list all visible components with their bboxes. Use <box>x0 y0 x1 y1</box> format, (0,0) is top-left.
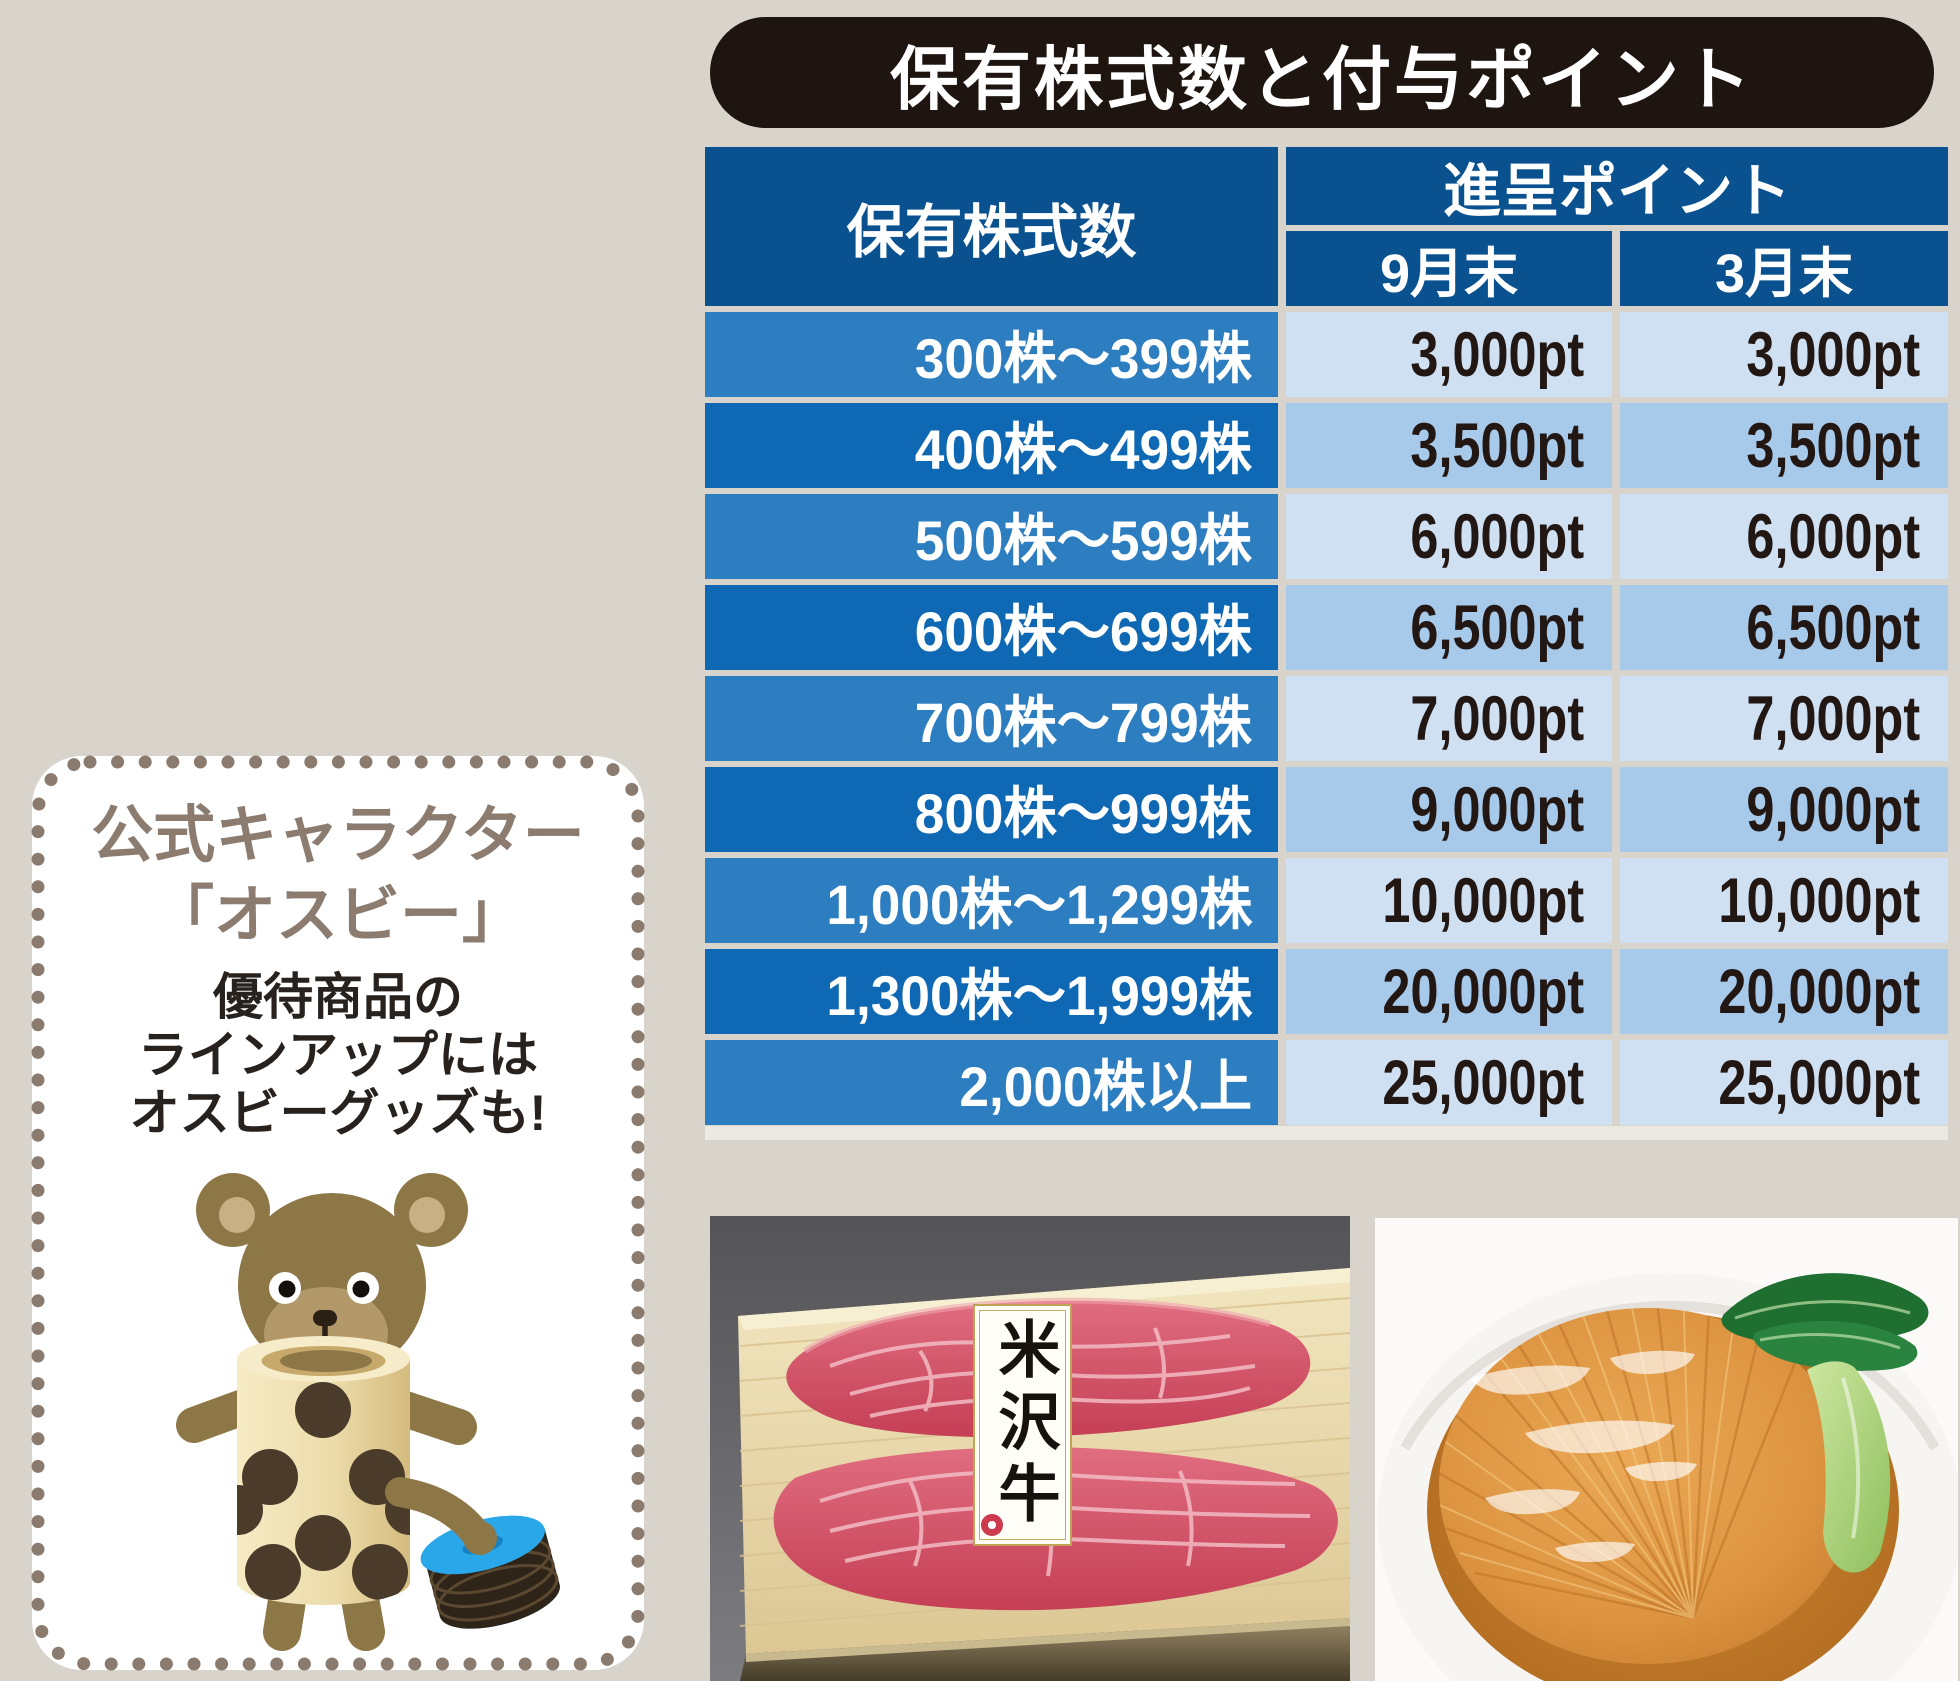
points-september-value: 6,500pt <box>1410 592 1584 663</box>
shares-range-text: 1,300株〜1,999株 <box>826 964 1252 1027</box>
points-march-cell: 20,000pt <box>1620 949 1948 1034</box>
header-end-of-march: 3月末 <box>1620 231 1948 306</box>
points-march-cell: 3,500pt <box>1620 403 1948 488</box>
points-september-cell: 6,500pt <box>1286 585 1612 670</box>
mascot-heading-line2: 「オスビー」 <box>151 880 524 950</box>
page-title: 保有株式数と付与ポイント <box>710 17 1934 128</box>
points-march-cell: 10,000pt <box>1620 858 1948 943</box>
points-march-value: 9,000pt <box>1746 774 1920 845</box>
points-march-cell: 3,000pt <box>1620 312 1948 397</box>
points-september-value: 6,000pt <box>1410 501 1584 572</box>
points-september-value: 9,000pt <box>1410 774 1584 845</box>
shares-range-cell: 500株〜599株 <box>705 494 1278 579</box>
points-september-value: 10,000pt <box>1382 865 1584 936</box>
points-march-value: 20,000pt <box>1718 956 1920 1027</box>
shares-range-text: 1,000株〜1,299株 <box>826 873 1252 936</box>
mascot-description-line3: オスビーグッズも! <box>129 1085 547 1141</box>
page-title-text: 保有株式数と付与ポイント <box>890 40 1754 118</box>
shares-range-cell: 600株〜699株 <box>705 585 1278 670</box>
shares-range-cell: 2,000株以上 <box>705 1040 1278 1125</box>
bear-in-bearing-costume-icon <box>176 1173 560 1651</box>
table-bottom-edge <box>705 1126 1948 1140</box>
points-september-cell: 7,000pt <box>1286 676 1612 761</box>
points-march-value: 25,000pt <box>1718 1047 1920 1118</box>
beef-brand-text: 米沢牛 <box>988 1317 1057 1533</box>
points-september-cell: 9,000pt <box>1286 767 1612 852</box>
points-september-cell: 25,000pt <box>1286 1040 1612 1125</box>
shares-range-text: 2,000株以上 <box>959 1055 1252 1118</box>
red-seal-icon <box>981 1514 1003 1536</box>
points-september-value: 25,000pt <box>1382 1047 1584 1118</box>
sharkfin-photo-art <box>1375 1218 1958 1681</box>
points-march-cell: 6,000pt <box>1620 494 1948 579</box>
shares-range-text: 600株〜699株 <box>914 600 1252 663</box>
shares-range-cell: 700株〜799株 <box>705 676 1278 761</box>
beef-brand-label: 米沢牛 <box>973 1304 1072 1546</box>
mascot-description-line2: ラインアップには <box>138 1027 538 1083</box>
beef-gift-photo: 米沢牛 <box>710 1216 1350 1681</box>
shares-range-text: 500株〜599株 <box>914 509 1252 572</box>
points-march-cell: 9,000pt <box>1620 767 1948 852</box>
shares-range-cell: 1,300株〜1,999株 <box>705 949 1278 1034</box>
mascot-description: 優待商品の ラインアップには オスビーグッズも! <box>32 968 644 1142</box>
points-march-cell: 25,000pt <box>1620 1040 1948 1125</box>
points-september-value: 3,000pt <box>1410 319 1584 390</box>
points-september-cell: 10,000pt <box>1286 858 1612 943</box>
points-table: 保有株式数 進呈ポイント 9月末 3月末 300株〜399株 3,000pt 3… <box>705 147 1948 1125</box>
points-march-value: 3,500pt <box>1746 410 1920 481</box>
shares-range-text: 700株〜799株 <box>914 691 1252 754</box>
points-march-value: 6,500pt <box>1746 592 1920 663</box>
points-september-cell: 6,000pt <box>1286 494 1612 579</box>
shares-range-cell: 400株〜499株 <box>705 403 1278 488</box>
points-march-value: 3,000pt <box>1746 319 1920 390</box>
shares-range-cell: 300株〜399株 <box>705 312 1278 397</box>
points-march-value: 7,000pt <box>1746 683 1920 754</box>
shares-range-text: 300株〜399株 <box>914 327 1252 390</box>
points-september-cell: 20,000pt <box>1286 949 1612 1034</box>
header-shares-held: 保有株式数 <box>705 147 1278 306</box>
mascot-bear-illustration <box>150 1162 570 1667</box>
points-march-cell: 7,000pt <box>1620 676 1948 761</box>
header-end-of-september: 9月末 <box>1286 231 1612 306</box>
shares-range-cell: 1,000株〜1,299株 <box>705 858 1278 943</box>
mascot-description-line1: 優待商品の <box>213 969 463 1025</box>
points-march-value: 6,000pt <box>1746 501 1920 572</box>
mascot-heading-line1: 公式キャラクター <box>91 801 585 870</box>
header-points-granted: 進呈ポイント <box>1286 147 1948 225</box>
points-march-value: 10,000pt <box>1718 865 1920 936</box>
shares-range-text: 400株〜499株 <box>914 418 1252 481</box>
points-september-value: 7,000pt <box>1410 683 1584 754</box>
points-march-cell: 6,500pt <box>1620 585 1948 670</box>
sharkfin-dish-photo <box>1375 1218 1958 1681</box>
points-september-cell: 3,500pt <box>1286 403 1612 488</box>
points-september-value: 3,500pt <box>1410 410 1584 481</box>
shares-range-text: 800株〜999株 <box>914 782 1252 845</box>
shares-range-cell: 800株〜999株 <box>705 767 1278 852</box>
points-september-value: 20,000pt <box>1382 956 1584 1027</box>
mascot-heading: 公式キャラクター 「オスビー」 <box>32 796 644 956</box>
points-september-cell: 3,000pt <box>1286 312 1612 397</box>
